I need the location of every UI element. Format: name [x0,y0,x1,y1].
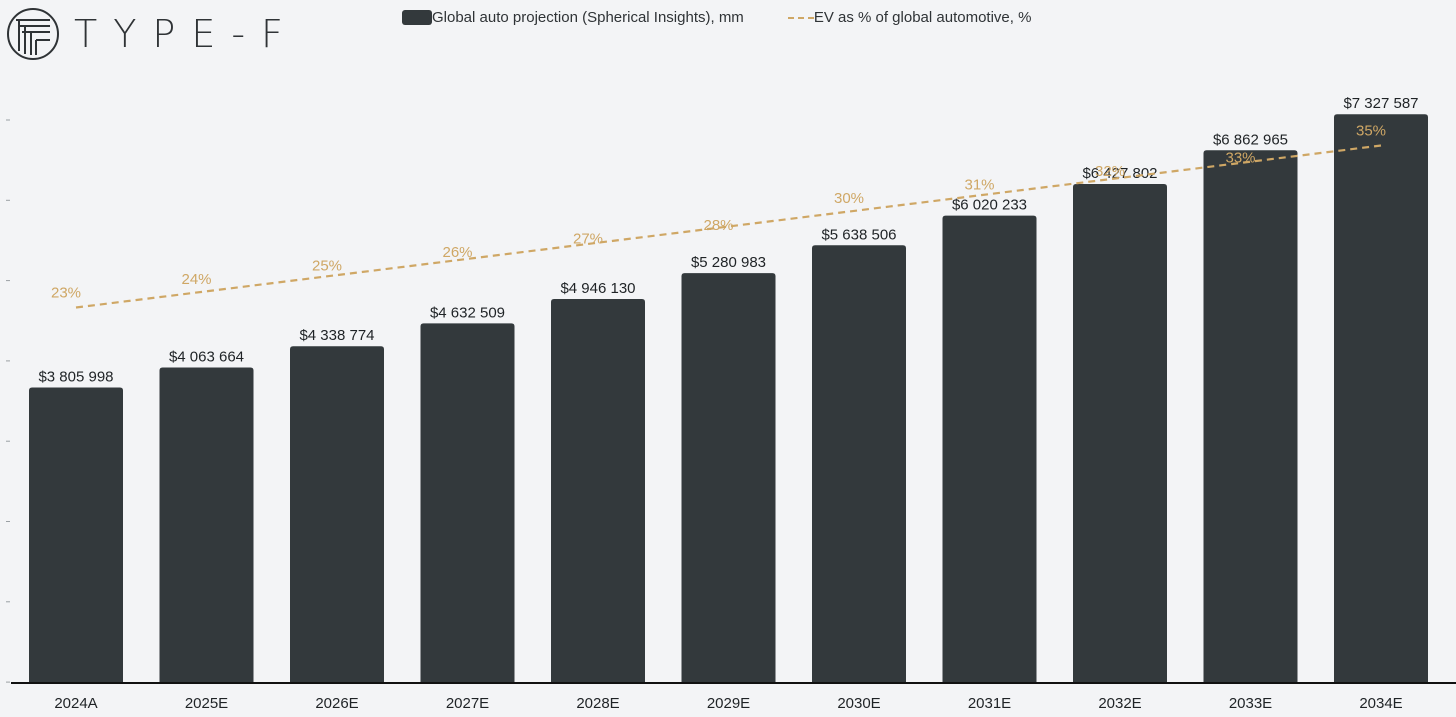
bar-value-label: $6 020 233 [952,197,1027,214]
bar-2032E [1073,184,1167,683]
ev-share-label: 28% [703,217,733,234]
bar-2026E [290,346,384,683]
type-f-logo-icon [7,8,59,60]
bar-value-label: $3 805 998 [38,369,113,386]
brand-name: TYPE-F [74,12,299,56]
x-tick-label: 2025E [185,695,228,712]
chart-legend: Global auto projection (Spherical Insigh… [402,9,1031,26]
bar-value-label: $4 338 774 [299,327,374,344]
legend-bar-label: Global auto projection (Spherical Insigh… [432,9,744,26]
bar-2029E [681,273,776,683]
x-tick-label: 2030E [837,695,880,712]
legend-line-label: EV as % of global automotive, % [813,9,1032,26]
bar-value-label: $5 638 506 [821,226,896,243]
bar-2028E [551,299,645,683]
ev-share-label: 33% [1225,150,1255,167]
ev-share-label: 31% [964,177,994,194]
bar-2025E [159,367,254,683]
ev-share-label: 35% [1356,123,1386,140]
bar-2024A [29,387,123,683]
bar-value-label: $5 280 983 [691,254,766,271]
legend-item-bars: Global auto projection (Spherical Insigh… [402,9,744,26]
bar-value-label: $4 063 664 [169,349,244,366]
ev-share-label: 32% [1095,163,1125,180]
x-tick-label: 2028E [576,695,619,712]
brand-logo: TYPE-F [6,7,299,61]
bar-value-label: $4 632 509 [430,304,505,321]
x-tick-label: 2027E [446,695,489,712]
x-tick-label: 2029E [707,695,750,712]
bar-2030E [812,245,906,683]
bar-value-label: $6 862 965 [1213,131,1288,148]
x-tick-label: 2032E [1098,695,1141,712]
legend-bar-swatch [402,10,432,25]
bar-2027E [420,323,515,683]
bar-value-label: $4 946 130 [560,280,635,297]
bar-2033E [1203,150,1298,684]
ev-share-label: 27% [573,231,603,248]
ev-share-label: 26% [442,244,472,261]
x-tick-label: 2034E [1359,695,1402,712]
bar-value-label: $7 327 587 [1343,95,1418,112]
ev-share-label: 24% [181,271,211,288]
ev-share-label: 30% [834,190,864,207]
x-tick-label: 2033E [1229,695,1272,712]
legend-line-swatch [787,16,814,19]
bar-2031E [942,215,1037,683]
x-tick-label: 2026E [315,695,358,712]
x-tick-label: 2031E [968,695,1011,712]
ev-share-line [75,144,1382,309]
bar-value-label: $6 427 802 [1082,165,1157,182]
ev-share-label: 23% [51,285,81,302]
bar-2034E [1334,114,1428,684]
legend-item-line: EV as % of global automotive, % [744,9,1032,26]
ev-share-label: 25% [312,258,342,275]
x-tick-label: 2024A [54,695,97,712]
